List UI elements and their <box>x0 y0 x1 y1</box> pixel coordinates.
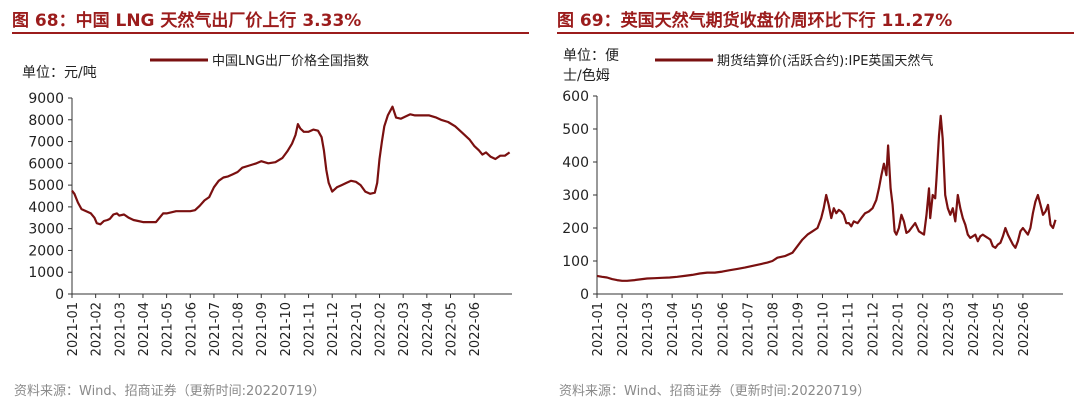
y-axis-unit-label-line1: 单位：便 <box>563 48 619 64</box>
y-tick-label: 2000 <box>28 243 64 259</box>
x-tick-label: 2021-01 <box>66 302 81 356</box>
x-tick-label: 2022-06 <box>1017 302 1032 356</box>
y-tick-label: 7000 <box>28 135 64 151</box>
y-axis-unit-label-line2: 士/色姆 <box>563 67 610 84</box>
source-note: 资料来源：Wind、招商证券（更新时间:20220719） <box>14 384 326 399</box>
x-tick-label: 2021-09 <box>791 302 806 356</box>
x-tick-label: 2021-03 <box>641 302 656 356</box>
y-tick-label: 100 <box>562 254 589 270</box>
source-note: 资料来源：Wind、招商证券（更新时间:20220719） <box>559 384 871 399</box>
x-tick-label: 2021-08 <box>766 302 781 356</box>
x-tick-label: 2021-02 <box>90 302 105 356</box>
chart-title: 图 69：英国天然气期货收盘价周环比下行 11.27% <box>557 11 953 31</box>
x-tick-label: 2022-05 <box>992 302 1007 356</box>
x-tick-label: 2021-05 <box>161 302 176 356</box>
x-tick-label: 2021-04 <box>137 302 152 356</box>
x-tick-label: 2021-08 <box>232 302 247 356</box>
y-tick-label: 6000 <box>28 156 64 172</box>
x-tick-label: 2022-06 <box>468 302 483 356</box>
x-tick-label: 2021-09 <box>255 302 270 356</box>
x-tick-label: 2021-06 <box>184 302 199 356</box>
y-axis-unit-label: 单位：元/吨 <box>22 65 97 81</box>
lng-price-chart: 单位：元/吨 中国LNG出厂价格全国指数 0 1000 2000 3000 4000 50… <box>22 53 512 356</box>
x-tick-label: 2021-05 <box>691 302 706 356</box>
y-tick-label: 200 <box>562 221 589 237</box>
y-tick-label: 8000 <box>28 113 64 129</box>
x-tick-label: 2022-03 <box>397 302 412 356</box>
x-tick-label: 2021-07 <box>208 302 223 356</box>
x-tick-label: 2021-11 <box>303 302 318 356</box>
title-divider <box>557 32 1074 34</box>
x-tick-label: 2022-02 <box>374 302 389 356</box>
y-tick-label: 300 <box>562 188 589 204</box>
x-tick-label: 2022-01 <box>350 302 365 356</box>
x-tick-label: 2021-02 <box>616 302 631 356</box>
x-tick-label: 2021-11 <box>842 302 857 356</box>
x-tick-label: 2021-03 <box>113 302 128 356</box>
y-tick-label: 1000 <box>28 265 64 281</box>
y-tick-label: 500 <box>562 122 589 138</box>
series-line <box>71 105 511 226</box>
x-tick-label: 2021-04 <box>666 302 681 356</box>
x-tick-label: 2022-02 <box>917 302 932 356</box>
x-tick-label: 2022-05 <box>444 302 459 356</box>
series-line <box>596 114 1057 282</box>
title-divider <box>12 32 529 34</box>
y-tick-label: 600 <box>562 89 589 105</box>
y-tick-label: 3000 <box>28 222 64 238</box>
x-tick-label: 2022-01 <box>892 302 907 356</box>
x-tick-label: 2022-03 <box>942 302 957 356</box>
y-tick-label: 9000 <box>28 91 64 107</box>
x-tick-label: 2021-10 <box>279 302 294 356</box>
x-tick-label: 2022-04 <box>967 302 982 356</box>
y-tick-label: 4000 <box>28 200 64 216</box>
chart-panel-uk-gas: 图 69：英国天然气期货收盘价周环比下行 11.27% 单位：便 士/色姆 期货… <box>545 0 1080 405</box>
chart-title: 图 68：中国 LNG 天然气出厂价上行 3.33% <box>12 11 362 31</box>
x-tick-label: 2021-07 <box>741 302 756 356</box>
legend-label: 期货结算价(活跃合约):IPE英国天然气 <box>717 53 933 69</box>
x-tick-label: 2021-06 <box>716 302 731 356</box>
x-tick-label: 2021-12 <box>326 302 341 356</box>
y-tick-label: 400 <box>562 155 589 171</box>
x-tick-label: 2021-10 <box>816 302 831 356</box>
y-tick-label: 0 <box>55 287 64 303</box>
uk-gas-futures-chart: 单位：便 士/色姆 期货结算价(活跃合约):IPE英国天然气 0 100 200 30… <box>562 48 1063 356</box>
chart-panel-lng: 图 68：中国 LNG 天然气出厂价上行 3.33% 单位：元/吨 中国LNG出… <box>0 0 535 405</box>
y-tick-label: 0 <box>580 287 589 303</box>
x-tick-label: 2021-12 <box>867 302 882 356</box>
x-tick-label: 2021-01 <box>591 302 606 356</box>
x-tick-label: 2022-04 <box>421 302 436 356</box>
legend-label: 中国LNG出厂价格全国指数 <box>212 53 369 69</box>
y-tick-label: 5000 <box>28 178 64 194</box>
